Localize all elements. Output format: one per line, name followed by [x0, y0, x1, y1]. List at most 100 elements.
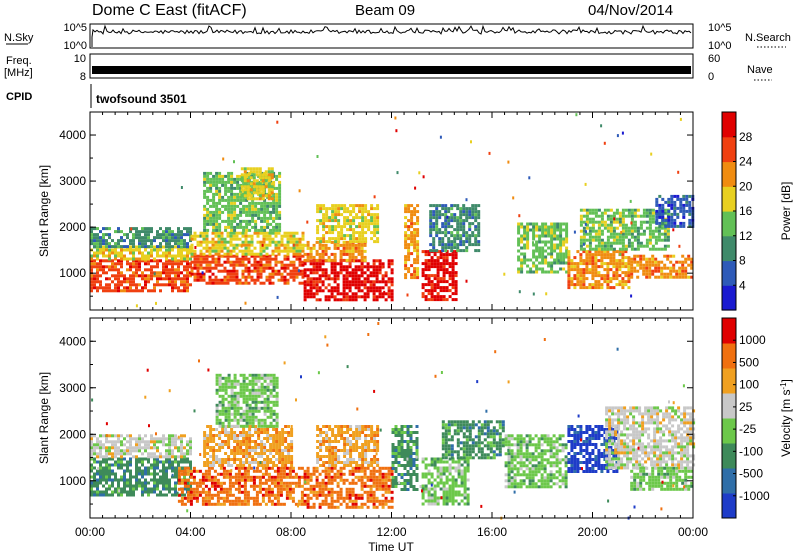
heatmap-cell — [111, 490, 114, 494]
heatmap-cell — [642, 229, 646, 233]
heatmap-cell — [661, 215, 665, 219]
heatmap-cell — [248, 228, 252, 232]
heatmap-cell — [468, 207, 472, 211]
heatmap-cell — [600, 274, 604, 278]
heatmap-cell — [648, 266, 652, 270]
heatmap-cell — [183, 493, 186, 497]
heatmap-cell — [404, 243, 408, 247]
heatmap-cell — [459, 240, 463, 244]
heatmap-cell — [298, 257, 302, 261]
heatmap-cell — [150, 230, 153, 234]
heatmap-cell — [523, 246, 527, 250]
heatmap-cell — [258, 481, 262, 485]
heatmap-cell — [234, 502, 238, 506]
heatmap-cell — [609, 241, 613, 245]
heatmap-cell — [111, 262, 114, 266]
heatmap-cell — [144, 443, 147, 447]
heatmap-cell — [416, 270, 420, 274]
heatmap-cell — [597, 283, 601, 287]
heatmap-cell — [234, 475, 238, 479]
heatmap-cell — [203, 228, 207, 232]
heatmap-cell — [237, 487, 241, 491]
heatmap-cell — [93, 286, 96, 290]
heatmap-cell — [633, 211, 637, 215]
heatmap-cell — [96, 277, 99, 281]
heatmap-cell — [224, 418, 228, 422]
heatmap-cell — [459, 225, 463, 229]
heatmap-cell — [236, 216, 240, 220]
heatmap-cell — [248, 201, 252, 205]
heatmap-cell — [263, 201, 267, 205]
heatmap-cell — [132, 274, 135, 278]
heatmap-cell — [144, 233, 147, 237]
heatmap-cell — [289, 231, 293, 235]
heatmap-cell — [663, 272, 667, 276]
heatmap-cell — [226, 275, 230, 279]
heatmap-cell — [132, 446, 135, 450]
heatmap-cell — [369, 283, 373, 287]
heatmap-cell — [227, 431, 231, 434]
heatmap-cell — [159, 245, 162, 249]
heatmap-cell — [573, 277, 577, 281]
heatmap-cell — [376, 204, 380, 208]
heatmap-cell — [636, 208, 640, 212]
heatmap-cell — [227, 186, 231, 190]
heatmap-cell — [243, 466, 247, 470]
heatmap-cell — [556, 234, 560, 238]
heatmap-cell — [430, 289, 434, 293]
heatmap-cell — [199, 254, 203, 258]
heatmap-cell — [180, 469, 184, 473]
heatmap-cell — [221, 412, 225, 416]
heatmap-cell — [342, 286, 346, 290]
heatmap-cell — [442, 286, 446, 290]
heatmap-cell — [618, 274, 622, 278]
heatmap-cell — [345, 286, 349, 290]
heatmap-cell — [312, 283, 316, 287]
heatmap-cell — [663, 244, 667, 248]
heatmap-cell — [360, 271, 364, 275]
heatmap-cell — [120, 239, 123, 243]
heatmap-cell — [215, 183, 219, 187]
heatmap-cell — [258, 191, 262, 195]
heatmap-cell — [230, 195, 234, 199]
heatmap-cell — [621, 226, 625, 230]
heatmap-cell — [645, 226, 649, 230]
heatmap-cell — [582, 286, 586, 290]
heatmap-cell — [247, 257, 251, 261]
heatmap-cell — [352, 222, 356, 226]
heatmap-cell — [206, 207, 210, 211]
heatmap-cell — [448, 253, 452, 257]
heatmap-cell — [186, 230, 189, 234]
heatmap-cell — [448, 265, 452, 269]
heatmap-cell — [270, 167, 274, 171]
heatmap-cell — [233, 195, 237, 199]
heatmap-cell — [523, 225, 527, 229]
heatmap-cell — [174, 443, 177, 447]
heatmap-cell — [186, 280, 189, 284]
heatmap-cell — [588, 226, 592, 230]
heatmap-cell — [123, 239, 126, 243]
heatmap-cell — [258, 167, 262, 171]
heatmap-cell — [186, 259, 189, 263]
heatmap-cell — [193, 257, 197, 261]
heatmap-cell — [269, 461, 273, 464]
heatmap-cell — [108, 472, 111, 476]
heatmap-cell — [254, 210, 258, 214]
heatmap-cell — [144, 446, 147, 450]
heatmap-cell — [624, 214, 628, 218]
heatmap-cell — [108, 251, 111, 255]
heatmap-cell — [468, 213, 472, 217]
heatmap-cell — [189, 475, 193, 479]
heatmap-cell — [244, 266, 248, 270]
heatmap-cell — [90, 437, 93, 441]
heatmap-cell — [268, 240, 272, 244]
heatmap-cell — [123, 245, 126, 249]
heatmap-cell — [210, 466, 214, 470]
heatmap-cell — [257, 434, 261, 437]
heatmap-cell — [213, 484, 217, 488]
heatmap-cell — [384, 280, 388, 284]
heatmap-cell — [177, 254, 180, 258]
heatmap-cell — [390, 283, 394, 287]
heatmap-cell — [456, 228, 460, 232]
heatmap-cell — [573, 256, 577, 260]
